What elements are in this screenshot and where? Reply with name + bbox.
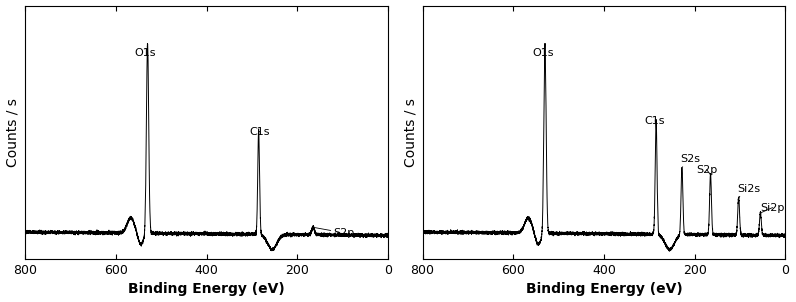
Text: O1s: O1s	[533, 44, 554, 58]
Text: S2p: S2p	[696, 165, 717, 175]
Text: Si2p: Si2p	[760, 203, 785, 213]
Text: O1s: O1s	[135, 45, 156, 58]
Text: S2s: S2s	[680, 154, 700, 168]
Y-axis label: Counts / s: Counts / s	[403, 98, 417, 167]
Text: C1s: C1s	[645, 116, 665, 126]
X-axis label: Binding Energy (eV): Binding Energy (eV)	[525, 282, 682, 297]
Text: C1s: C1s	[250, 127, 270, 137]
Text: Si2s: Si2s	[738, 184, 761, 197]
Text: S2p: S2p	[313, 227, 355, 238]
X-axis label: Binding Energy (eV): Binding Energy (eV)	[128, 282, 285, 297]
Y-axis label: Counts / s: Counts / s	[6, 98, 20, 167]
